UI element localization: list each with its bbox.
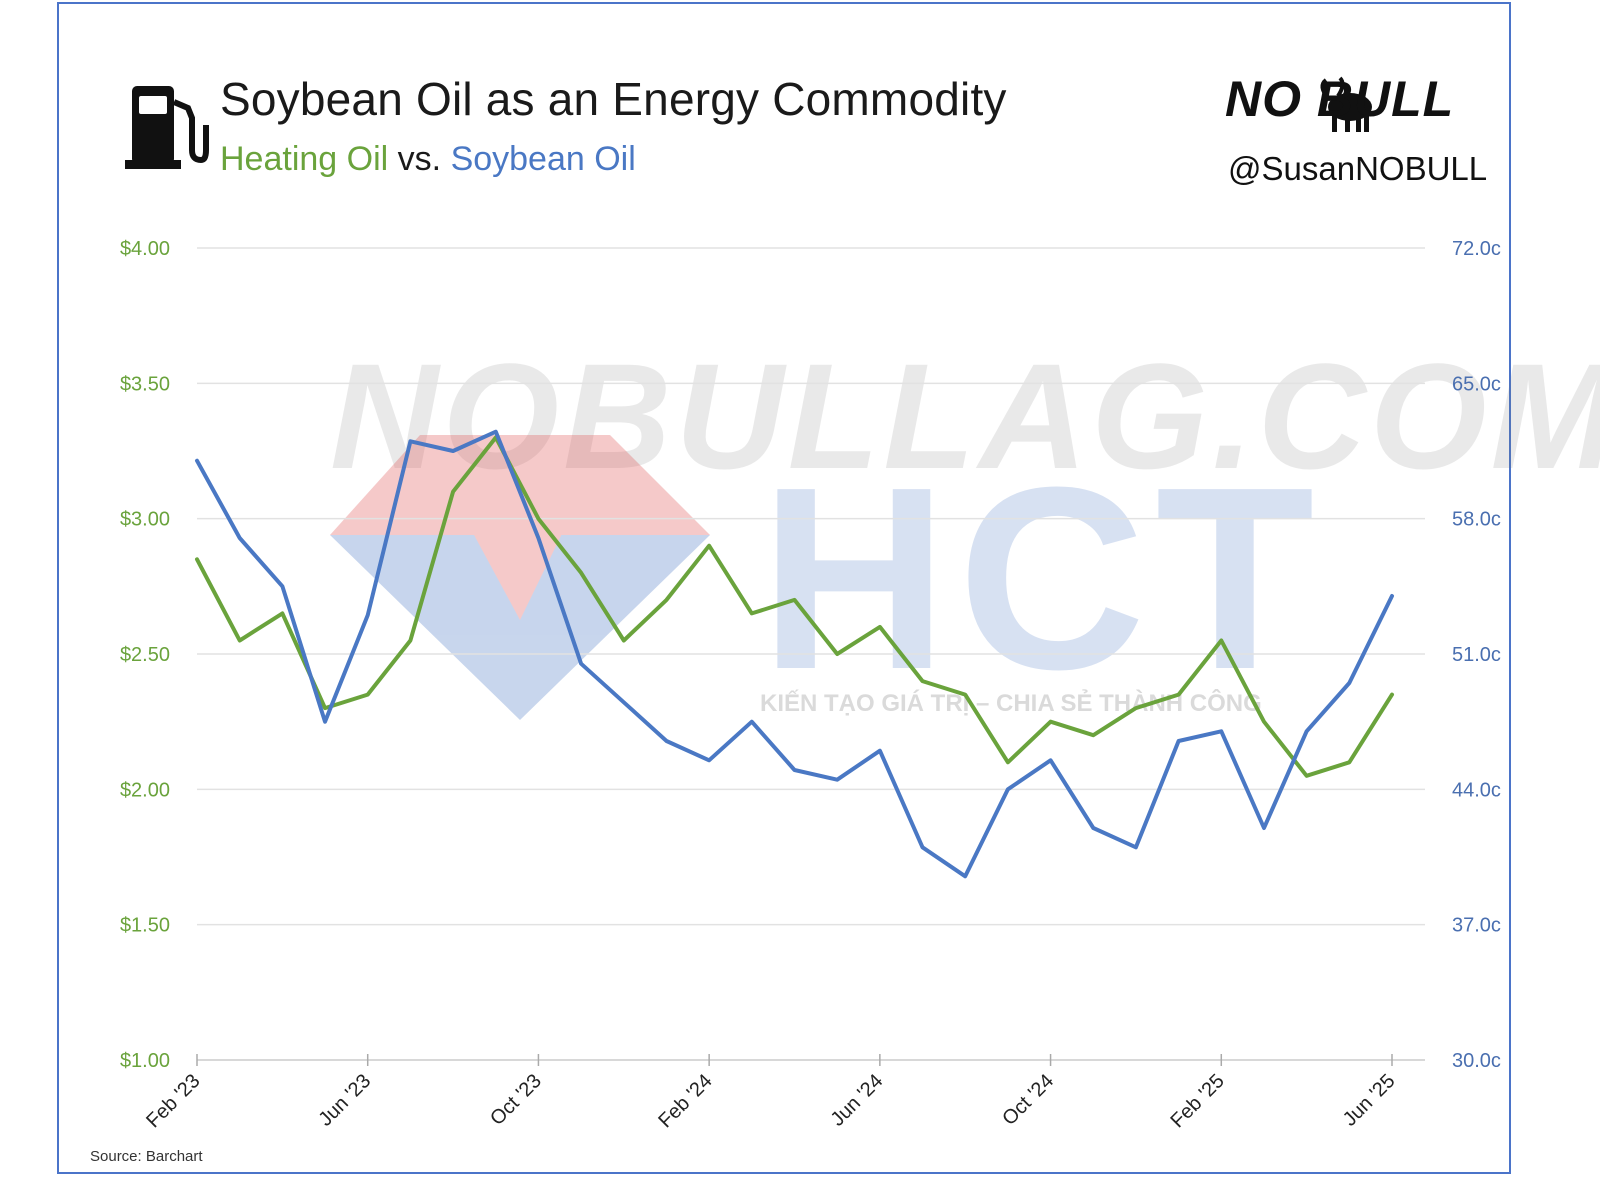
y-right-tick-label: 58.0c bbox=[1452, 509, 1501, 531]
source-note: Source: Barchart bbox=[90, 1148, 203, 1165]
bull-icon bbox=[1320, 76, 1372, 132]
x-tick-label: Jun '25 bbox=[1339, 1070, 1400, 1131]
y-right-tick-label: 44.0c bbox=[1452, 779, 1501, 801]
subtitle-heating-oil: Heating Oil bbox=[220, 140, 389, 178]
series-lines bbox=[195, 429, 1394, 879]
x-tick-label: Oct '24 bbox=[998, 1070, 1058, 1130]
x-tick-label: Feb '25 bbox=[1167, 1070, 1229, 1132]
x-tick-label: Feb '24 bbox=[654, 1070, 716, 1132]
y-left-tick-label: $1.00 bbox=[120, 1050, 170, 1072]
y-left-tick-label: $2.00 bbox=[120, 779, 170, 801]
gridlines bbox=[197, 247, 1425, 926]
social-handle: @SusanNOBULL bbox=[1228, 150, 1488, 187]
y-right-tick-label: 51.0c bbox=[1452, 644, 1501, 666]
fuel-pump-icon bbox=[125, 86, 209, 169]
chart-title: Soybean Oil as an Energy Commodity bbox=[220, 73, 1007, 125]
chart-subtitle: Heating Oil vs. Soybean Oil bbox=[220, 140, 636, 179]
y-right-tick-label: 30.0c bbox=[1452, 1050, 1501, 1072]
chart-frame bbox=[57, 2, 1511, 1174]
x-tick-label: Jun '23 bbox=[315, 1070, 376, 1131]
y-left-tick-label: $2.50 bbox=[120, 644, 170, 666]
y-left-tick-label: $3.00 bbox=[120, 509, 170, 531]
axes: $4.00 72.0c $3.50 65.0c $3.00 58.0c $2.50 51.0c… bbox=[120, 238, 1501, 1132]
x-tick-label: Oct '23 bbox=[486, 1070, 546, 1130]
subtitle-soybean-oil: Soybean Oil bbox=[450, 140, 636, 178]
y-right-tick-label: 65.0c bbox=[1452, 373, 1501, 395]
y-left-tick-label: $1.50 bbox=[120, 915, 170, 937]
x-tick-label: Jun '24 bbox=[827, 1070, 888, 1131]
watermark-logo-text: HCT bbox=[760, 434, 1325, 724]
brand-logo: NO BULL bbox=[1225, 71, 1455, 127]
y-right-tick-label: 37.0c bbox=[1452, 915, 1501, 937]
watermark-diamond-icon bbox=[330, 435, 710, 720]
y-left-tick-label: $3.50 bbox=[120, 373, 170, 395]
subtitle-vs: vs. bbox=[397, 140, 442, 178]
y-right-tick-label: 72.0c bbox=[1452, 238, 1501, 260]
watermark-text: NOBULLAG.COM bbox=[330, 332, 1600, 500]
y-left-tick-label: $4.00 bbox=[120, 238, 170, 260]
x-tick-label: Feb '23 bbox=[142, 1070, 204, 1132]
